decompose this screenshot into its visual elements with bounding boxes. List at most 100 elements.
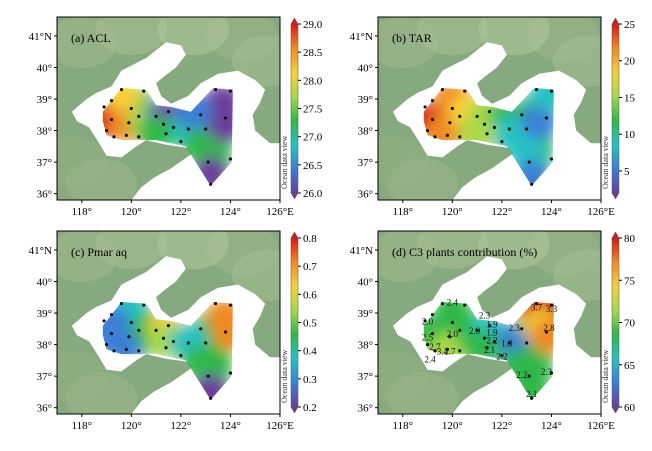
map-frame [56,230,281,415]
value-label: 2.1 [526,389,537,399]
map-frame [377,16,602,201]
lon-tick-label: 122° [491,206,512,218]
odv-watermark: Ocean data view [601,135,610,189]
lon-tick-label: 120° [121,206,142,218]
station-marker [124,347,128,351]
station-marker [154,328,158,332]
lon-tick-label: 118° [72,420,93,432]
colorbar-tick-label: 0.7 [303,261,317,273]
value-label: 2.2 [516,370,527,380]
station-marker [137,328,141,332]
station-marker [129,106,133,111]
colorbar-tick-label: 60 [624,402,636,414]
station-marker [104,342,109,347]
station-marker [223,330,228,334]
station-marker [433,349,437,353]
value-label: 2.3 [541,367,553,377]
colorbar-tick-label: 65 [624,360,636,372]
colorbar: 29.0 28.5 28.0 27.5 27.0 26.5 26.0 Ocean data v… [280,17,323,200]
station-marker [104,128,109,133]
terrain-relief [416,231,489,270]
panel-title: (b) TAR [392,31,432,45]
station-marker [463,303,467,307]
station-marker [430,99,435,103]
colorbar-tick-label: 28.0 [303,75,323,87]
value-label: 3.7 [531,302,543,312]
station-marker [530,396,534,400]
field-blob [206,105,233,143]
station-marker [186,127,190,131]
colorbar-tick-label: 25 [624,19,636,31]
colorbar-tick-label: 0.6 [303,289,317,301]
station-marker [549,371,554,375]
station-marker [142,89,146,93]
lat-tick-label: 41°N [29,31,52,43]
lon-tick-label: 126°E [266,206,294,218]
field-blob [512,373,551,400]
station-marker [102,105,106,109]
lat-tick-label: 38° [37,340,52,352]
value-label: 2.4 [447,298,459,308]
lat-tick-label: 37° [358,371,373,383]
lat-tick-label: 37° [37,157,52,169]
station-marker [102,319,106,323]
station-marker [527,160,531,164]
station-marker [137,114,141,118]
odv-watermark: Ocean data view [280,135,289,189]
station-marker [199,327,203,331]
lon-tick-label: 120° [121,420,142,432]
station-marker [171,339,176,344]
lat-tick-label: 36° [358,403,373,415]
value-label: 1.8 [501,339,513,349]
panel-title: (a) ACL [71,31,111,45]
value-label: 2.2 [486,335,497,345]
value-label: 2.0 [447,329,459,339]
lon-tick-label: 124° [220,420,241,432]
value-label: 1.9 [486,320,498,330]
station-marker [500,354,504,358]
colorbar-min-arrow [290,192,299,200]
lat-tick-label: 39° [37,94,52,106]
station-marker [127,121,131,125]
colorbar-max-arrow [290,231,299,239]
lat-tick-label: 39° [358,308,373,320]
colorbar-tick-label: 26.5 [303,160,323,172]
lon-tick-label: 118° [393,206,414,218]
lon-tick-label: 120° [442,206,463,218]
station-marker [487,324,492,328]
panel-title: (c) Pmar aq [71,245,127,259]
station-marker [228,157,233,161]
station-marker [458,349,462,353]
field-blob [211,313,233,351]
station-marker [492,125,497,130]
lat-tick-label: 38° [358,340,373,352]
colorbar-min-arrow [611,192,620,200]
panel-b: (b) TAR 118° 120° 122° 124° 126°E 41°N 40° 39° 38… [350,16,636,218]
terrain-relief [416,17,489,56]
station-marker [142,303,146,307]
station-marker [137,349,141,353]
colorbar-tick-label: 15 [624,92,636,104]
lon-tick-label: 126°E [266,420,294,432]
station-marker [109,313,114,317]
value-label: 3.4 [437,347,449,357]
station-marker [525,341,529,345]
terrain-relief [386,158,459,200]
station-marker [154,114,158,118]
station-marker [206,374,210,378]
lon-tick-label: 118° [393,420,414,432]
station-marker [463,89,467,93]
lon-tick-label: 124° [541,206,562,218]
station-marker [213,301,218,306]
station-marker [164,132,168,136]
lat-tick-label: 38° [37,126,52,138]
station-marker [423,105,427,109]
colorbar-tick-label: 28.5 [303,47,323,59]
station-marker [448,335,452,339]
colorbar-tick-label: 0.2 [303,402,317,414]
odv-watermark: Ocean data view [280,349,289,403]
lon-tick-label: 124° [541,420,562,432]
station-marker [485,346,489,350]
